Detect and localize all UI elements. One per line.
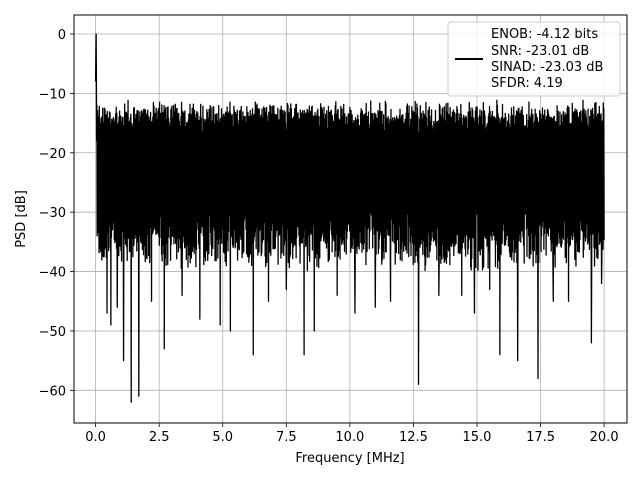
legend-line-enob: ENOB: -4.12 bits <box>491 27 598 42</box>
legend: ENOB: -4.12 bits SNR: -23.01 dB SINAD: -… <box>447 21 621 97</box>
x-tick-label: 7.5 <box>276 430 297 445</box>
x-tick-label: 12.5 <box>399 430 428 445</box>
y-tick-label: −20 <box>39 147 66 162</box>
legend-box <box>447 21 621 97</box>
x-tick-label: 5.0 <box>212 430 233 445</box>
x-tick-label: 15.0 <box>463 430 492 445</box>
series-layer <box>94 33 605 403</box>
x-tick-label: 10.0 <box>335 430 364 445</box>
x-axis-label: Frequency [MHz] <box>295 451 404 466</box>
y-tick-label: −60 <box>39 384 66 399</box>
x-tick-label: 17.5 <box>526 430 555 445</box>
plot-frame <box>73 14 628 424</box>
y-tick-label: 0 <box>58 28 66 43</box>
x-tick-label: 20.0 <box>590 430 619 445</box>
legend-line-sfdr: SFDR: 4.19 <box>491 76 563 91</box>
psd-series-line <box>94 33 605 403</box>
x-axis: 0.0 2.5 5.0 7.5 10.0 12.5 15.0 17.5 20.0 <box>85 423 619 445</box>
y-axis-label: PSD [dB] <box>14 190 29 248</box>
y-axis: 0 −10 −20 −30 −40 −50 −60 <box>39 28 74 399</box>
x-tick-label: 2.5 <box>149 430 170 445</box>
y-tick-label: −10 <box>39 87 66 102</box>
y-tick-label: −40 <box>39 266 66 281</box>
x-tick-label: 0.0 <box>85 430 106 445</box>
legend-line-sinad: SINAD: -23.03 dB <box>491 60 603 75</box>
legend-line-snr: SNR: -23.01 dB <box>491 44 589 59</box>
y-tick-label: −50 <box>39 325 66 340</box>
y-tick-label: −30 <box>39 206 66 221</box>
